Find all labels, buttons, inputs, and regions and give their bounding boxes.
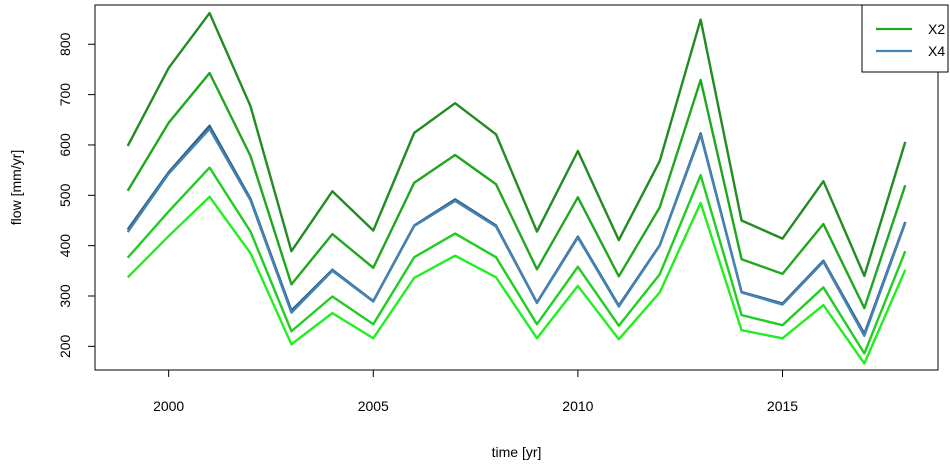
legend-label-x4: X4 (928, 43, 945, 59)
legend-label-x2: X2 (928, 21, 945, 37)
series-lines (126, 11, 907, 365)
y-tick-label: 400 (57, 234, 73, 258)
y-tick-label: 600 (57, 133, 73, 157)
x-tick-label: 2015 (767, 398, 798, 414)
legend: X2 X4 (861, 4, 949, 73)
y-tick-label: 700 (57, 83, 73, 107)
series-line-6 (126, 195, 907, 365)
x-axis: 2000 2005 2010 2015 (153, 369, 798, 414)
x-tick-label: 2000 (153, 398, 184, 414)
y-tick-label: 500 (57, 183, 73, 207)
x-tick-label: 2005 (358, 398, 389, 414)
series-line-4 (126, 127, 907, 337)
y-tick-label: 200 (57, 334, 73, 358)
series-line-2 (126, 71, 907, 310)
x-tick-label: 2010 (562, 398, 593, 414)
x-axis-title: time [yr] (492, 444, 542, 460)
y-tick-label: 800 (57, 32, 73, 56)
y-axis: 200 300 400 500 600 700 800 (57, 32, 96, 358)
series-line-1 (126, 11, 907, 278)
y-axis-title: flow [mm/yr] (8, 150, 24, 225)
series-line-5 (126, 166, 907, 355)
y-tick-label: 300 (57, 284, 73, 308)
legend-box (861, 4, 949, 73)
